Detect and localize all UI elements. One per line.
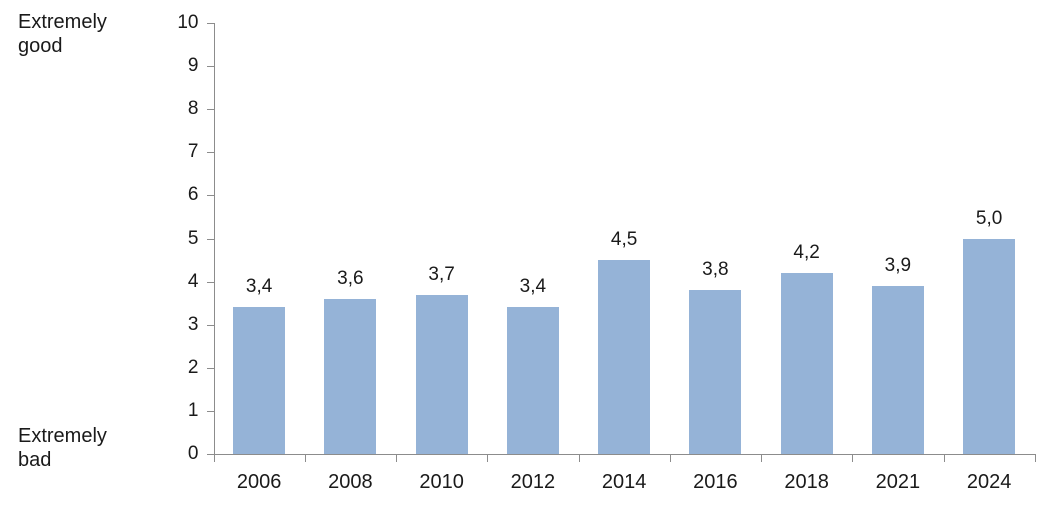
x-axis-tick <box>396 454 397 462</box>
x-axis-tick <box>487 454 489 462</box>
y-axis-tick-label-9: 9 <box>187 55 199 77</box>
value-label-2016: 3,8 <box>702 259 729 281</box>
y-axis-tick-label-7: 7 <box>187 141 199 163</box>
x-tick-label-2014: 2014 <box>601 471 647 493</box>
x-tick-label-2018: 2018 <box>784 471 829 493</box>
x-tick-label-2010: 2010 <box>419 471 464 493</box>
bar-2014 <box>598 260 651 454</box>
x-axis-tick <box>304 454 306 462</box>
value-label-2021: 3,9 <box>884 254 912 276</box>
y-axis-tick <box>206 195 214 197</box>
y-axis-tick-label-2: 2 <box>187 356 199 378</box>
x-tick-label-2008: 2008 <box>328 471 373 493</box>
y-axis-tick-label-5: 5 <box>187 227 199 249</box>
x-tick-label-2021: 2021 <box>875 471 921 493</box>
y-axis-tick <box>206 454 214 455</box>
bar-2021 <box>871 285 924 454</box>
x-axis-tick <box>943 454 945 462</box>
value-label-2014: 4,5 <box>610 229 638 251</box>
y-axis-tick <box>206 281 214 283</box>
value-label-2006: 3,4 <box>245 276 273 298</box>
y-axis-tick <box>206 23 214 24</box>
y-axis-tick-label-10: 10 <box>177 12 199 33</box>
y-axis-line <box>213 23 215 455</box>
scale-min-label: Extremely bad <box>18 425 107 471</box>
y-axis-tick-label-1: 1 <box>187 399 199 421</box>
y-axis-tick <box>206 367 214 369</box>
bar-2016 <box>689 290 742 454</box>
x-axis-tick <box>669 454 671 462</box>
x-tick-label-2024: 2024 <box>966 471 1012 493</box>
y-axis-tick <box>206 324 214 326</box>
y-axis-tick-label-3: 3 <box>187 313 199 335</box>
x-axis-tick <box>1034 454 1036 462</box>
y-axis-tick-label-8: 8 <box>187 98 199 120</box>
bar-2008 <box>324 298 377 454</box>
x-axis-tick <box>213 454 215 462</box>
y-axis-tick <box>206 410 214 412</box>
y-axis-tick-label-0: 0 <box>187 443 199 464</box>
scale-max-label: Extremely good <box>18 11 107 57</box>
y-axis-tick <box>206 109 214 111</box>
value-label-2008: 3,6 <box>337 267 364 289</box>
bar-2010 <box>415 294 468 454</box>
y-axis-tick-label-6: 6 <box>187 184 199 206</box>
x-axis-tick <box>852 454 854 462</box>
bar-2006 <box>233 307 286 454</box>
x-tick-label-2006: 2006 <box>236 471 282 493</box>
x-tick-label-2012: 2012 <box>510 471 556 493</box>
y-axis-tick <box>206 152 214 154</box>
x-axis-line <box>213 454 1035 455</box>
value-label-2018: 4,2 <box>793 241 820 263</box>
x-axis-tick <box>578 454 580 462</box>
bar-2012 <box>506 307 559 454</box>
bar-2024 <box>963 238 1016 454</box>
value-label-2012: 3,4 <box>519 276 547 298</box>
y-axis-tick-label-4: 4 <box>187 270 199 292</box>
bar-2018 <box>780 272 833 454</box>
x-tick-label-2016: 2016 <box>693 471 738 493</box>
y-axis-tick <box>206 238 214 240</box>
value-label-2010: 3,7 <box>428 263 455 285</box>
value-label-2024: 5,0 <box>975 207 1003 229</box>
x-axis-tick <box>761 454 762 462</box>
y-axis-tick <box>206 66 214 68</box>
